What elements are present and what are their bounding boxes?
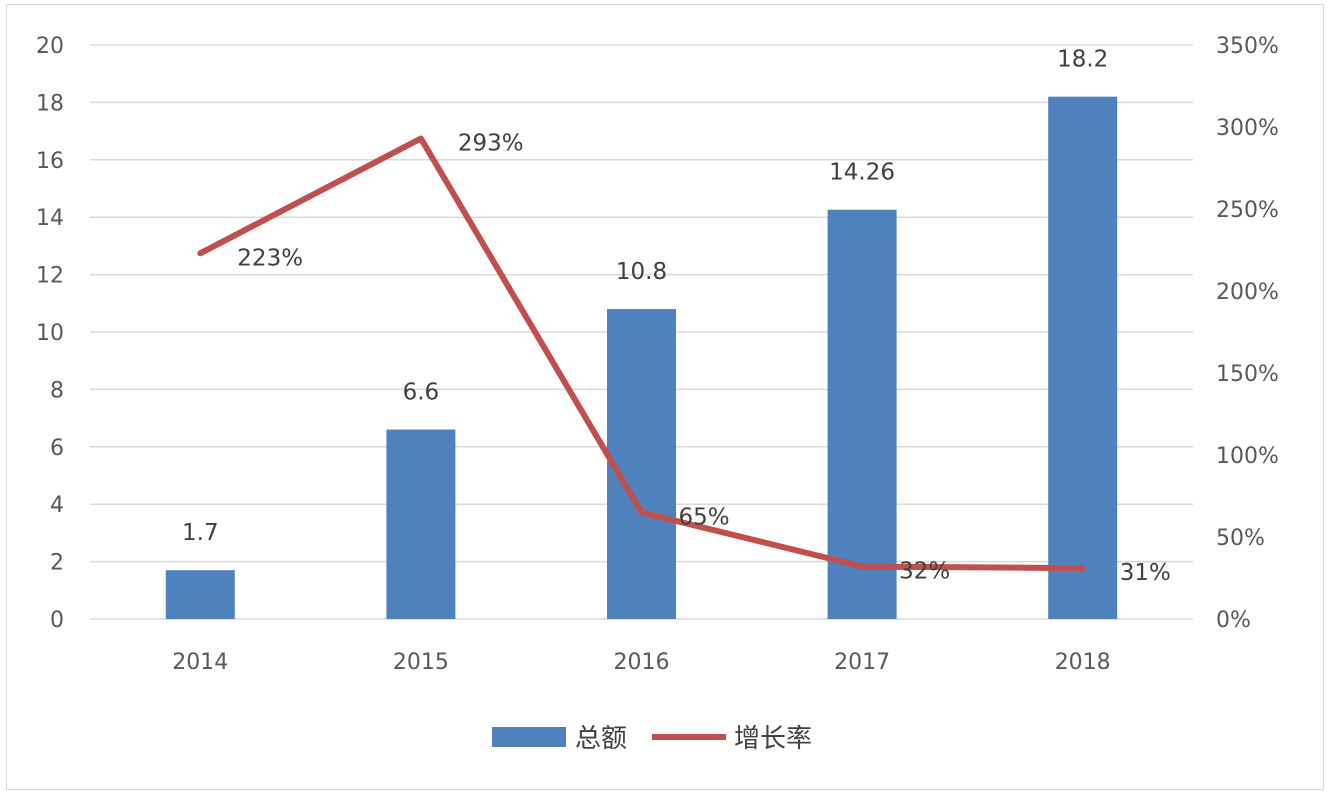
left-axis-ticks: 0 2 4 6 8 10 12 14 16 18 20 <box>36 34 64 633</box>
right-axis-ticks: 0% 50% 100% 150% 200% 250% 300% 350% <box>1216 34 1279 633</box>
x-axis-tick-label: 2017 <box>834 650 890 675</box>
legend-label-line: 增长率 <box>734 724 812 754</box>
line-data-label: 65% <box>679 504 730 530</box>
right-axis-tick-label: 200% <box>1216 280 1279 305</box>
left-axis-tick-label: 6 <box>50 436 64 461</box>
right-axis-tick-label: 250% <box>1216 198 1279 223</box>
legend-label-bar: 总额 <box>575 724 627 754</box>
right-axis-tick-label: 150% <box>1216 362 1279 387</box>
bar-data-label: 14.26 <box>829 160 895 186</box>
left-axis-tick-label: 14 <box>36 206 64 231</box>
data-labels: 1.7 6.6 10.8 14.26 18.2 223% 293% 65% 32% 31% <box>182 47 1171 586</box>
right-axis-tick-label: 0% <box>1216 608 1251 633</box>
bar <box>827 209 897 619</box>
line-data-label: 32% <box>899 559 950 585</box>
left-axis-tick-label: 20 <box>36 34 64 59</box>
left-axis-tick-label: 4 <box>50 493 64 518</box>
legend-swatch-bar <box>492 727 566 747</box>
gridlines <box>90 44 1193 620</box>
bar-data-label: 18.2 <box>1057 47 1108 73</box>
left-axis-tick-label: 8 <box>50 378 64 403</box>
x-axis-tick-label: 2018 <box>1055 650 1111 675</box>
bar <box>607 309 676 619</box>
bar-data-label: 10.8 <box>616 259 667 285</box>
x-axis-ticks: 2014 2015 2016 2017 2018 <box>172 650 1110 675</box>
bar-data-label: 6.6 <box>403 380 440 406</box>
line-data-label: 31% <box>1120 560 1171 586</box>
line-data-label: 223% <box>237 245 303 271</box>
line-data-label: 293% <box>458 130 524 156</box>
bar-series <box>165 96 1118 619</box>
left-axis-tick-label: 12 <box>36 264 64 289</box>
x-axis-tick-label: 2016 <box>614 650 670 675</box>
right-axis-tick-label: 100% <box>1216 444 1279 469</box>
bar-data-label: 1.7 <box>182 520 219 546</box>
bar <box>386 429 456 619</box>
left-axis-tick-label: 0 <box>50 608 64 633</box>
right-axis-tick-label: 300% <box>1216 116 1279 141</box>
x-axis-tick-label: 2014 <box>172 650 228 675</box>
x-axis-tick-label: 2015 <box>393 650 449 675</box>
left-axis-tick-label: 16 <box>36 149 64 174</box>
left-axis-tick-label: 10 <box>36 321 64 346</box>
left-axis-tick-label: 2 <box>50 551 64 576</box>
legend: 总额 增长率 <box>492 724 812 754</box>
right-axis-tick-label: 350% <box>1216 34 1279 59</box>
bar <box>165 570 235 619</box>
left-axis-tick-label: 18 <box>36 91 64 116</box>
right-axis-tick-label: 50% <box>1216 526 1265 551</box>
bar <box>1048 96 1118 619</box>
line-series <box>197 135 1086 572</box>
